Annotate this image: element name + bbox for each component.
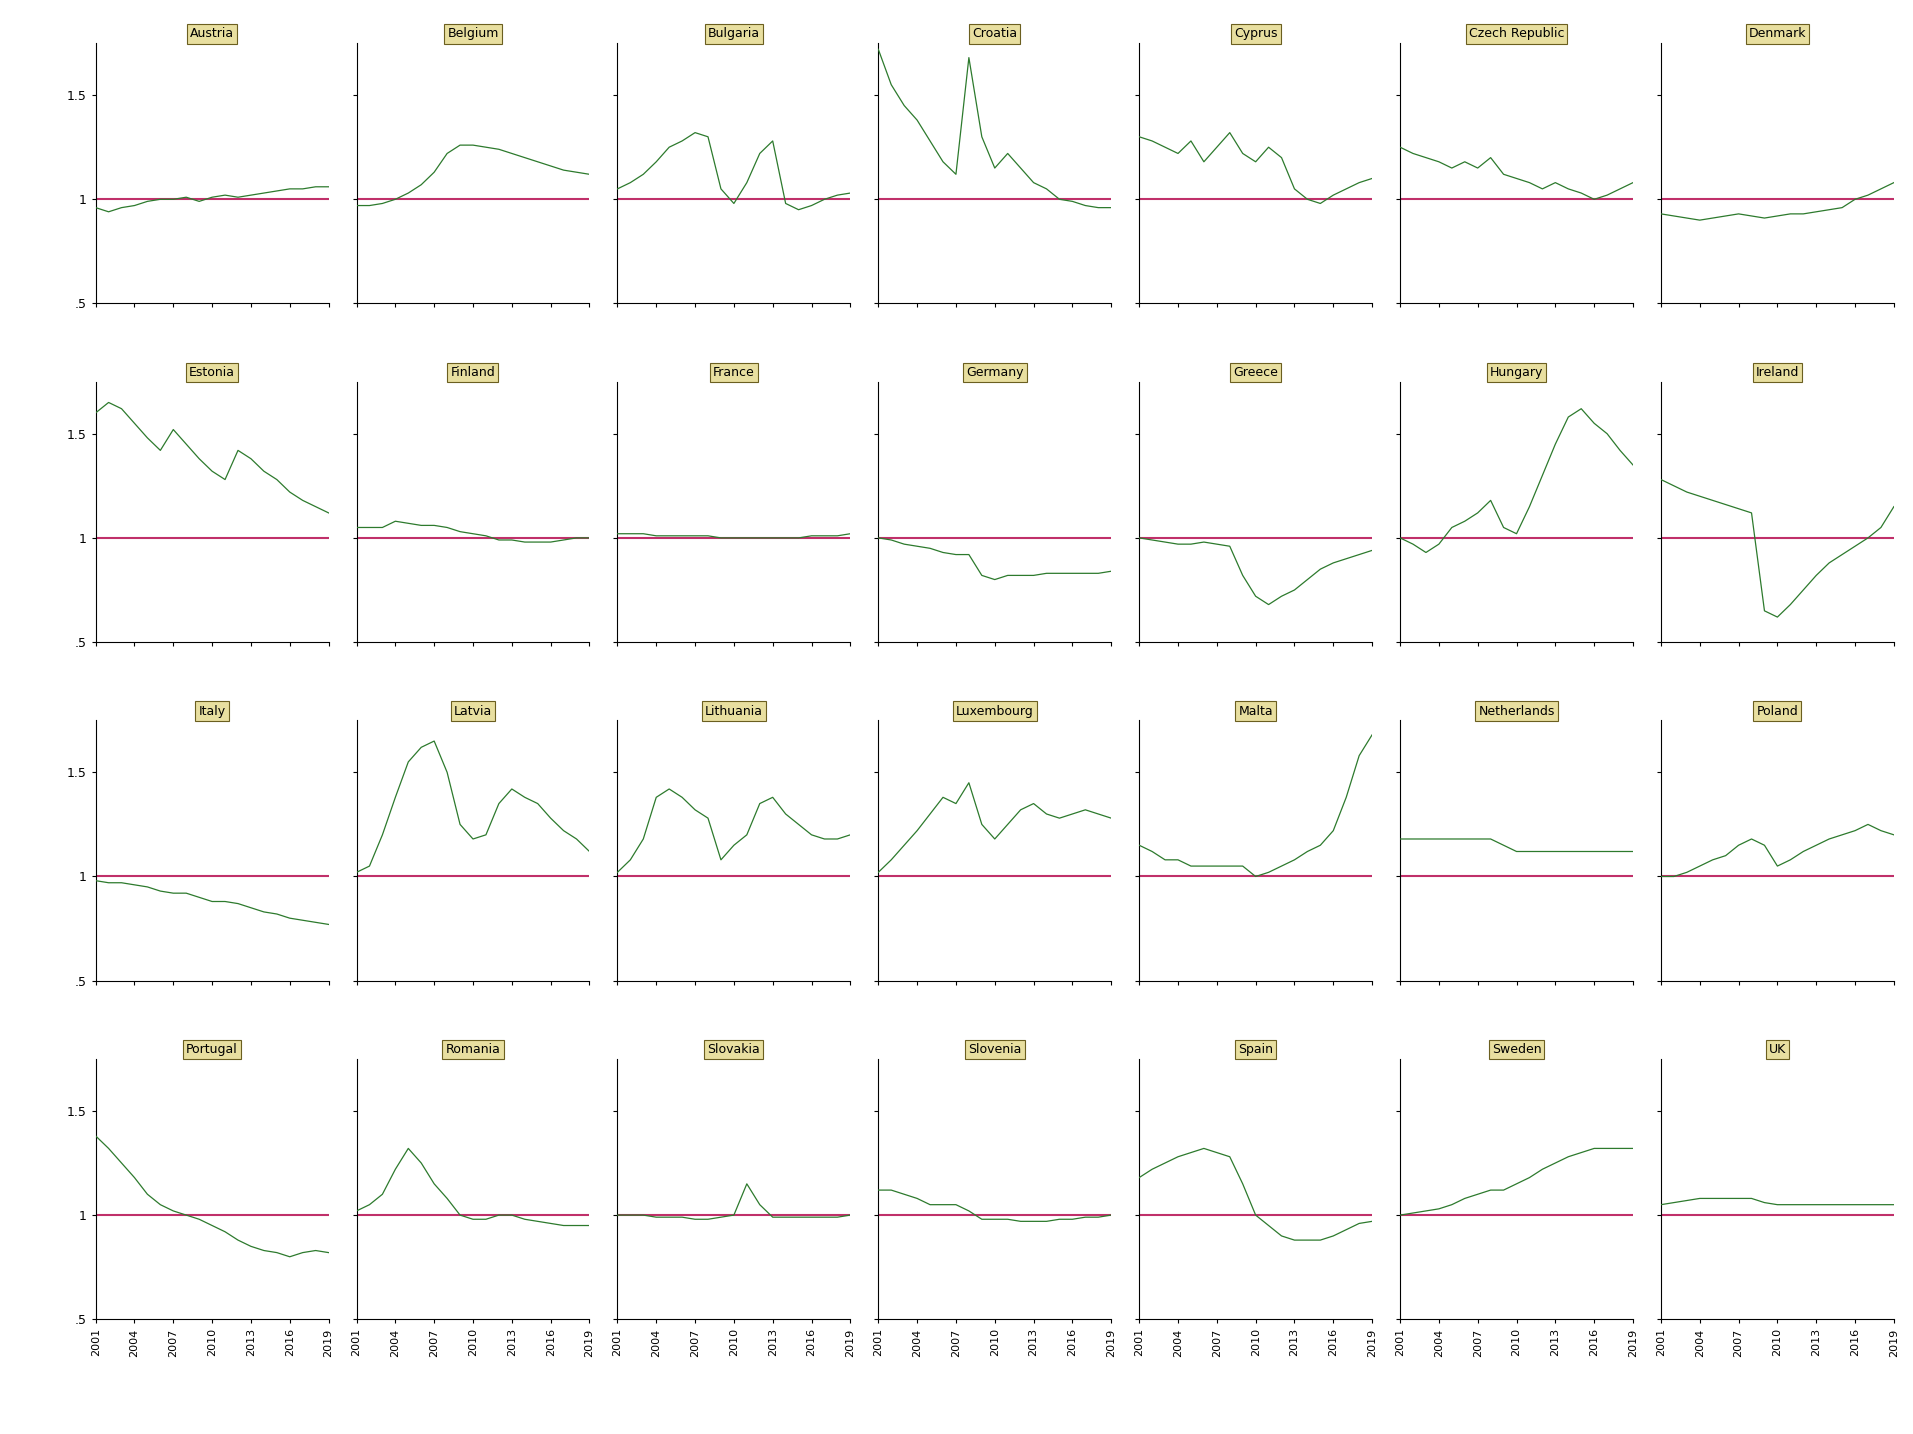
Text: Hungary: Hungary (1490, 366, 1544, 379)
Text: Belgium: Belgium (448, 27, 499, 40)
Text: France: France (714, 366, 756, 379)
Text: Poland: Poland (1756, 704, 1798, 717)
Text: Austria: Austria (189, 27, 233, 40)
Text: Lithuania: Lithuania (704, 704, 763, 717)
Text: Portugal: Portugal (186, 1043, 237, 1057)
Text: Bulgaria: Bulgaria (708, 27, 759, 40)
Text: Germany: Germany (966, 366, 1023, 379)
Text: Greece: Greece (1234, 366, 1278, 379)
Text: Finland: Finland (451, 366, 495, 379)
Text: Sweden: Sweden (1492, 1043, 1542, 1057)
Text: Netherlands: Netherlands (1479, 704, 1555, 717)
Text: Denmark: Denmark (1748, 27, 1806, 40)
Text: Czech Republic: Czech Republic (1469, 27, 1565, 40)
Text: Luxembourg: Luxembourg (956, 704, 1033, 717)
Text: UK: UK (1770, 1043, 1787, 1057)
Text: Croatia: Croatia (972, 27, 1018, 40)
Text: Italy: Italy (199, 704, 226, 717)
Text: Slovenia: Slovenia (968, 1043, 1022, 1057)
Text: Cyprus: Cyprus (1234, 27, 1278, 40)
Text: Slovakia: Slovakia (708, 1043, 759, 1057)
Text: Malta: Malta (1238, 704, 1272, 717)
Text: Romania: Romania (446, 1043, 501, 1057)
Text: Estonia: Estonia (189, 366, 235, 379)
Text: Ireland: Ireland (1756, 366, 1798, 379)
Text: Latvia: Latvia (453, 704, 492, 717)
Text: Spain: Spain (1238, 1043, 1274, 1057)
